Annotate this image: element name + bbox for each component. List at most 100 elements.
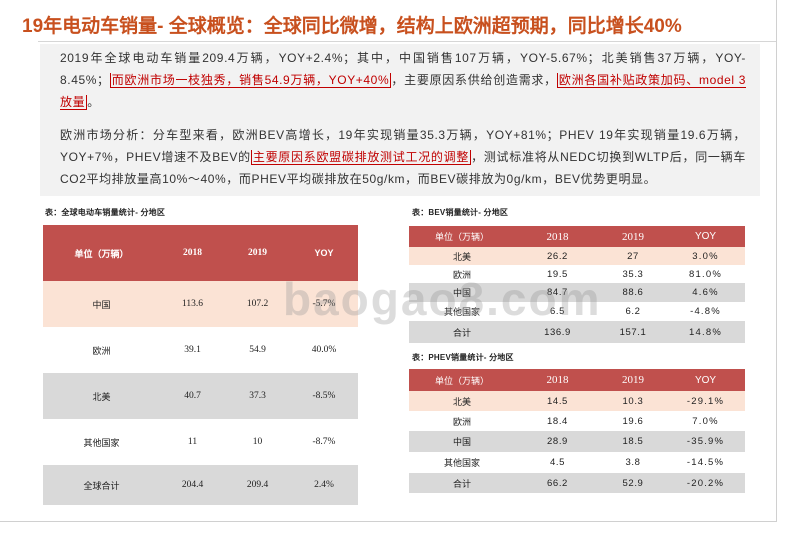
table-row: 欧洲 39.1 54.9 40.0% [43,327,358,373]
global-table-caption: 表：全球电动车销量统计- 分地区 [45,208,166,217]
value-2019-cell: 10.3 [600,391,666,411]
region-cell: 其他国家 [409,302,515,321]
region-cell: 北美 [43,373,160,419]
summary-lead-text: 2019年全球电动车销量209.4万辆，YOY+2.4%；其中，中国销售107万… [60,51,746,87]
yoy-cell: -35.9% [666,431,745,452]
value-2018-cell: 18.4 [515,411,600,431]
summary-text-box: 2019年全球电动车销量209.4万辆，YOY+2.4%；其中，中国销售107万… [40,44,760,196]
value-2019-cell: 107.2 [225,281,290,327]
value-2018-cell: 14.5 [515,391,600,411]
table-row: 其他国家 4.5 3.8 -14.5% [409,452,745,473]
slide-frame-bottom [0,521,777,522]
value-2019-cell: 88.6 [600,283,666,302]
table-header-row: 单位（万辆） 2018 2019 YOY [409,226,745,247]
yoy-cell: 7.0% [666,411,745,431]
table-row: 北美 26.2 27 3.0% [409,247,745,265]
header-yoy: YOY [666,369,745,391]
value-2019-cell: 19.6 [600,411,666,431]
value-2019-cell: 37.3 [225,373,290,419]
table-total-row: 合计 66.2 52.9 -20.2% [409,473,745,493]
value-2018-cell: 26.2 [515,247,600,265]
header-2019: 2019 [600,369,666,391]
value-2019-cell: 27 [600,247,666,265]
yoy-cell: -8.7% [290,419,358,465]
yoy-cell: 4.6% [666,283,745,302]
value-2019-cell: 3.8 [600,452,666,473]
yoy-cell: 40.0% [290,327,358,373]
bev-sales-table: 单位（万辆） 2018 2019 YOY 北美 26.2 27 3.0% 欧洲 … [409,226,745,343]
header-unit: 单位（万辆） [409,369,515,391]
value-2018-cell: 39.1 [160,327,225,373]
header-2018: 2018 [160,225,225,281]
table-row: 北美 14.5 10.3 -29.1% [409,391,745,411]
value-2018-cell: 4.5 [515,452,600,473]
table-row: 欧洲 18.4 19.6 7.0% [409,411,745,431]
value-2018-cell: 40.7 [160,373,225,419]
emission-reason-highlight: 主要原因系欧盟碳排放测试工况的调整 [250,150,472,165]
value-2018-cell: 28.9 [515,431,600,452]
table-row: 中国 84.7 88.6 4.6% [409,283,745,302]
policy-highlight: 欧洲各国补贴政策加码、model 3放量 [60,73,746,110]
header-2019: 2019 [600,226,666,247]
value-2019-cell: 10 [225,419,290,465]
region-cell: 其他国家 [43,419,160,465]
slide-frame-right [776,0,777,521]
header-2018: 2018 [515,226,600,247]
summary-end-text: 。 [87,95,100,109]
title-divider [38,41,776,42]
table-row: 其他国家 6.5 6.2 -4.8% [409,302,745,321]
header-yoy: YOY [290,225,358,281]
region-cell: 欧洲 [43,327,160,373]
value-2019-cell: 18.5 [600,431,666,452]
table-row: 中国 28.9 18.5 -35.9% [409,431,745,452]
region-cell: 中国 [409,283,515,302]
value-2018-cell: 19.5 [515,265,600,283]
region-cell: 全球合计 [43,465,160,505]
yoy-cell: -8.5% [290,373,358,419]
value-2018-cell: 11 [160,419,225,465]
header-unit: 单位（万辆） [409,226,515,247]
table-row: 其他国家 11 10 -8.7% [43,419,358,465]
phev-table-caption: 表：PHEV销量统计- 分地区 [412,353,514,362]
slide-title: 19年电动车销量- 全球概览：全球同比微增，结构上欧洲超预期，同比增长40% [22,16,682,37]
value-2018-cell: 136.9 [515,321,600,343]
yoy-cell: -4.8% [666,302,745,321]
table-row: 欧洲 19.5 35.3 81.0% [409,265,745,283]
region-cell: 欧洲 [409,411,515,431]
table-total-row: 合计 136.9 157.1 14.8% [409,321,745,343]
table-row: 中国 113.6 107.2 -5.7% [43,281,358,327]
yoy-cell: -20.2% [666,473,745,493]
analysis-end-text: ，测试标准将从NEDC切换到WLTP后，同一辆车CO2平均排放量高10%～40%… [60,150,746,186]
yoy-cell: -14.5% [666,452,745,473]
yoy-cell: 81.0% [666,265,745,283]
header-yoy: YOY [666,226,745,247]
region-cell: 其他国家 [409,452,515,473]
value-2018-cell: 6.5 [515,302,600,321]
value-2019-cell: 52.9 [600,473,666,493]
phev-sales-table: 单位（万辆） 2018 2019 YOY 北美 14.5 10.3 -29.1%… [409,369,745,493]
yoy-cell: -29.1% [666,391,745,411]
table-row: 北美 40.7 37.3 -8.5% [43,373,358,419]
region-cell: 合计 [409,473,515,493]
summary-middle-text: ，主要原因系供给创造需求， [391,73,557,87]
region-cell: 北美 [409,247,515,265]
value-2019-cell: 35.3 [600,265,666,283]
value-2018-cell: 113.6 [160,281,225,327]
header-2018: 2018 [515,369,600,391]
table-header-row: 单位（万辆） 2018 2019 YOY [409,369,745,391]
value-2019-cell: 157.1 [600,321,666,343]
bev-table-caption: 表：BEV销量统计- 分地区 [412,208,509,217]
region-cell: 欧洲 [409,265,515,283]
value-2019-cell: 6.2 [600,302,666,321]
region-cell: 中国 [43,281,160,327]
value-2018-cell: 204.4 [160,465,225,505]
region-cell: 北美 [409,391,515,411]
header-2019: 2019 [225,225,290,281]
value-2019-cell: 209.4 [225,465,290,505]
yoy-cell: 2.4% [290,465,358,505]
global-ev-sales-table: 单位（万辆） 2018 2019 YOY 中国 113.6 107.2 -5.7… [43,225,358,505]
header-unit: 单位（万辆） [43,225,160,281]
europe-growth-highlight: 而欧洲市场一枝独秀，销售54.9万辆，YOY+40% [109,73,392,88]
summary-paragraph: 2019年全球电动车销量209.4万辆，YOY+2.4%；其中，中国销售107万… [60,47,746,113]
table-header-row: 单位（万辆） 2018 2019 YOY [43,225,358,281]
